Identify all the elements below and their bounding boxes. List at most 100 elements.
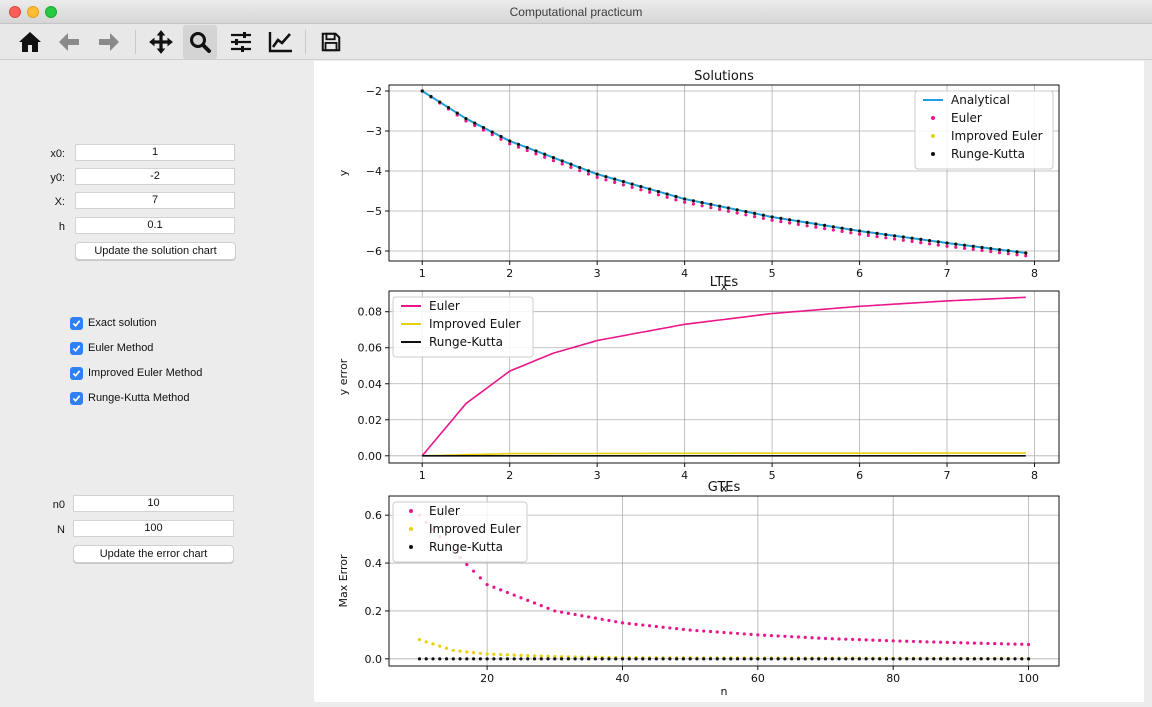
update-error-button[interactable]: Update the error chart	[73, 545, 234, 563]
runge-kutta-point	[607, 657, 611, 661]
euler-point	[891, 639, 895, 643]
runge-kutta-point	[884, 657, 889, 661]
euler-point	[971, 247, 975, 251]
legend-entry-label: Improved Euler	[429, 317, 521, 331]
improved-euler-point	[526, 654, 530, 658]
close-window-button[interactable]	[9, 6, 21, 18]
x0-input[interactable]: 1	[75, 144, 235, 161]
euler-point	[708, 629, 713, 634]
runge-kutta-point	[898, 657, 902, 661]
runge-kutta-point	[919, 237, 923, 241]
home-button[interactable]	[13, 25, 47, 59]
X-input[interactable]: 7	[75, 192, 235, 209]
improved-euler-point	[485, 652, 489, 656]
runge-kutta-point	[519, 657, 523, 661]
euler-point	[938, 640, 943, 644]
euler-point	[543, 155, 547, 159]
runge-kutta-point	[532, 657, 537, 661]
y-tick-label: −6	[366, 245, 382, 258]
runge-kutta-point	[722, 657, 726, 661]
euler-point	[688, 628, 692, 632]
runge-kutta-point	[560, 159, 564, 163]
euler-point	[715, 630, 719, 634]
y-tick-label: 0.04	[358, 378, 383, 391]
h-input[interactable]: 0.1	[75, 217, 235, 234]
runge-kutta-point	[997, 248, 1002, 252]
figure-svg[interactable]: 1 2 3 4 5 6 7 8 −2 −3 −4 −5 −6 Solutions x y Analytical E…	[314, 61, 1144, 702]
euler-point	[753, 215, 757, 219]
improved-euler-point	[424, 640, 428, 644]
euler-point	[844, 637, 848, 641]
euler-point	[972, 641, 977, 645]
toolbar-separator	[305, 30, 306, 54]
checkbox-checked-icon	[70, 341, 83, 355]
subplots-button[interactable]	[224, 25, 258, 59]
euler-point	[857, 232, 862, 236]
forward-button[interactable]	[92, 25, 126, 59]
back-button[interactable]	[52, 25, 86, 59]
runge-kutta-point	[962, 243, 967, 247]
runge-kutta-point	[840, 226, 844, 230]
X-label: X:	[54, 196, 65, 208]
runge-kutta-point	[857, 229, 862, 233]
euler-point	[952, 640, 956, 645]
runge-kutta-point	[729, 657, 733, 661]
N-input[interactable]: 100	[73, 520, 234, 537]
legend-entry-label: Euler	[429, 504, 460, 518]
runge-kutta-point	[465, 657, 469, 661]
runge-kutta-point	[1024, 251, 1028, 255]
euler-point	[932, 640, 936, 644]
euler-point	[546, 606, 550, 610]
euler-point	[478, 576, 482, 580]
runge-kutta-point	[499, 657, 503, 661]
runge-kutta-point	[1006, 249, 1010, 253]
runge-kutta-point	[756, 657, 760, 661]
euler-point	[814, 225, 818, 229]
x-tick-label: 4	[681, 469, 688, 482]
x0-label: x0:	[50, 148, 65, 160]
runge-kutta-point	[936, 240, 940, 244]
legend-box	[914, 90, 1054, 170]
zoom-button[interactable]	[183, 25, 217, 59]
runge-kutta-point	[458, 657, 462, 661]
minimize-window-button[interactable]	[27, 6, 39, 18]
runge-kutta-method-checkbox[interactable]: Runge-Kutta Method	[70, 390, 190, 406]
euler-point	[803, 635, 807, 639]
back-arrow-icon	[59, 33, 79, 51]
pan-button[interactable]	[144, 25, 178, 59]
legend-dot-marker	[931, 134, 935, 138]
save-button[interactable]	[314, 25, 348, 59]
x-tick-label: 5	[769, 469, 776, 482]
runge-kutta-point	[429, 94, 433, 99]
euler-point	[683, 200, 687, 204]
euler-point	[857, 638, 861, 642]
runge-kutta-point	[925, 657, 929, 661]
runge-kutta-point	[932, 657, 936, 661]
runge-kutta-point	[478, 657, 482, 661]
euler-point	[729, 631, 733, 635]
n0-input[interactable]: 10	[73, 495, 234, 512]
runge-kutta-point	[691, 199, 695, 203]
edit-axis-button[interactable]	[264, 25, 298, 59]
y-tick-label: 0.4	[365, 557, 383, 570]
x-tick-label: 2	[506, 267, 513, 280]
x-tick-label: 7	[944, 267, 951, 280]
runge-kutta-point	[431, 657, 435, 661]
euler-point	[604, 178, 608, 182]
euler-point	[823, 636, 828, 641]
improved-euler-point	[444, 646, 449, 650]
y0-input[interactable]: -2	[75, 168, 235, 185]
legend: Euler Improved Euler Runge-Kutta	[392, 296, 534, 358]
improved-euler-method-checkbox[interactable]: Improved Euler Method	[70, 365, 202, 381]
update-solution-button[interactable]: Update the solution chart	[75, 242, 236, 260]
improved-euler-point	[492, 652, 496, 656]
runge-kutta-point	[892, 234, 897, 238]
y-tick-label: 0.06	[358, 342, 383, 355]
runge-kutta-point	[573, 657, 577, 661]
maximize-window-button[interactable]	[45, 6, 57, 18]
euler-point	[614, 620, 618, 624]
exact-solution-checkbox[interactable]: Exact solution	[70, 315, 156, 331]
euler-point	[1006, 252, 1010, 256]
euler-point	[919, 241, 923, 245]
euler-method-checkbox[interactable]: Euler Method	[70, 340, 153, 356]
